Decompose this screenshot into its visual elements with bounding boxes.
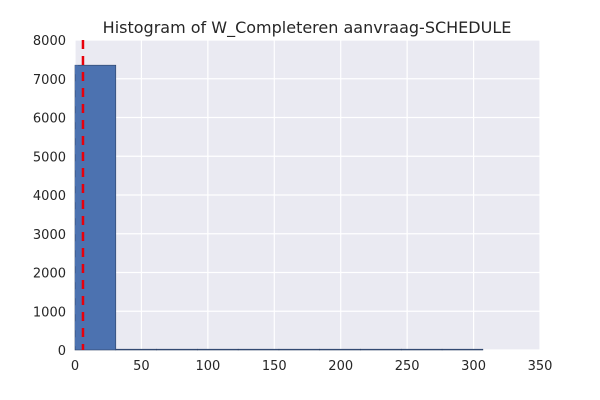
reference-lines — [75, 40, 85, 350]
x-tick-label: 50 — [133, 359, 150, 374]
histogram-bar — [156, 348, 198, 351]
y-tick-label: 1000 — [33, 305, 66, 320]
histogram-bar — [278, 348, 321, 351]
histogram-bar — [360, 348, 402, 351]
histogram-bar — [74, 64, 117, 351]
y-tick-label: 7000 — [33, 73, 66, 88]
x-tick-label: 200 — [328, 359, 353, 374]
y-tick-label: 4000 — [33, 189, 66, 204]
x-tick-label: 350 — [528, 359, 553, 374]
x-axis-ticks: 0 50 100 150 200 250 300 350 — [71, 359, 553, 374]
histogram-bar — [400, 348, 443, 351]
y-tick-label: 6000 — [33, 112, 66, 127]
histogram-bar — [441, 348, 484, 351]
x-tick-label: 150 — [262, 359, 287, 374]
y-tick-label: 2000 — [33, 267, 66, 282]
x-tick-label: 100 — [195, 359, 220, 374]
x-tick-label: 0 — [71, 359, 79, 374]
y-tick-label: 8000 — [33, 34, 66, 49]
x-tick-label: 300 — [461, 359, 486, 374]
histogram-bar — [319, 348, 361, 351]
y-tick-label: 3000 — [33, 228, 66, 243]
chart-title: Histogram of W_Completeren aanvraag-SCHE… — [103, 18, 512, 38]
y-tick-label: 0 — [58, 344, 66, 359]
histogram-bar — [197, 348, 239, 351]
histogram-bar — [115, 348, 157, 351]
y-axis-ticks: 0 1000 2000 3000 4000 5000 6000 7000 8000 — [33, 34, 66, 359]
x-tick-label: 250 — [395, 359, 420, 374]
histogram-bar — [237, 348, 280, 351]
y-tick-label: 5000 — [33, 150, 66, 165]
